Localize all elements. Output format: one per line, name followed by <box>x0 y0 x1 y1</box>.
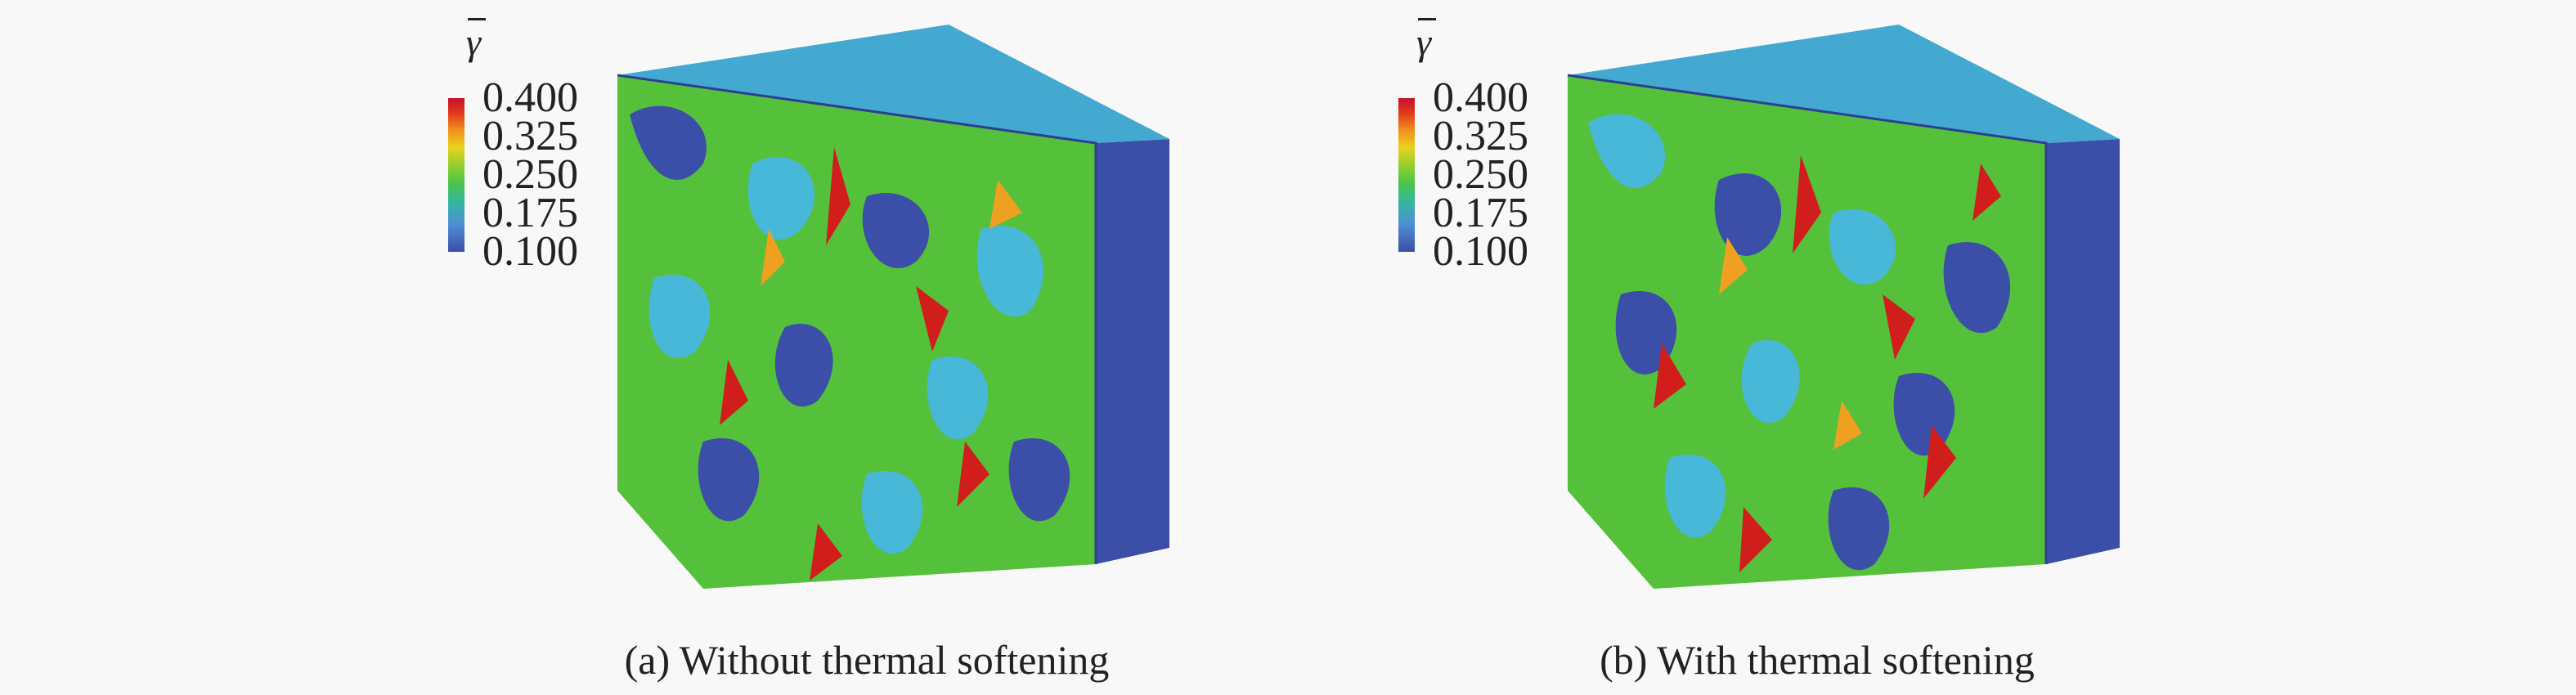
tick-label: 0.100 <box>482 228 578 275</box>
tick-label: 0.400 <box>482 74 578 121</box>
tick-label: 0.100 <box>1433 228 1528 275</box>
colorbar <box>1398 98 1415 252</box>
panel-a: γ 0.400 0.325 0.250 0.175 0.100 <box>448 18 1169 683</box>
tick-label: 0.175 <box>482 190 578 236</box>
legend-symbol: γ <box>466 18 486 61</box>
strain-field-cube <box>617 25 1169 589</box>
colorbar-ticks: 0.400 0.325 0.250 0.175 0.100 <box>1433 74 1528 275</box>
tick-label: 0.325 <box>1433 113 1528 159</box>
tick-label: 0.250 <box>1433 151 1528 198</box>
panel-b: γ 0.400 0.325 0.250 0.175 0.100 <box>950 0 2238 695</box>
panel-caption: (a) Without thermal softening <box>624 637 1110 683</box>
colorbar <box>448 98 464 252</box>
tick-label: 0.250 <box>482 151 578 198</box>
tick-label: 0.325 <box>482 113 578 159</box>
colorbar-ticks: 0.400 0.325 0.250 0.175 0.100 <box>482 74 578 275</box>
tick-label: 0.175 <box>1433 190 1528 236</box>
strain-field-cube <box>1567 25 2120 589</box>
tick-label: 0.400 <box>1433 74 1528 121</box>
legend-symbol: γ <box>1416 18 1436 61</box>
panel-caption: (b) With thermal softening <box>1600 637 2035 683</box>
